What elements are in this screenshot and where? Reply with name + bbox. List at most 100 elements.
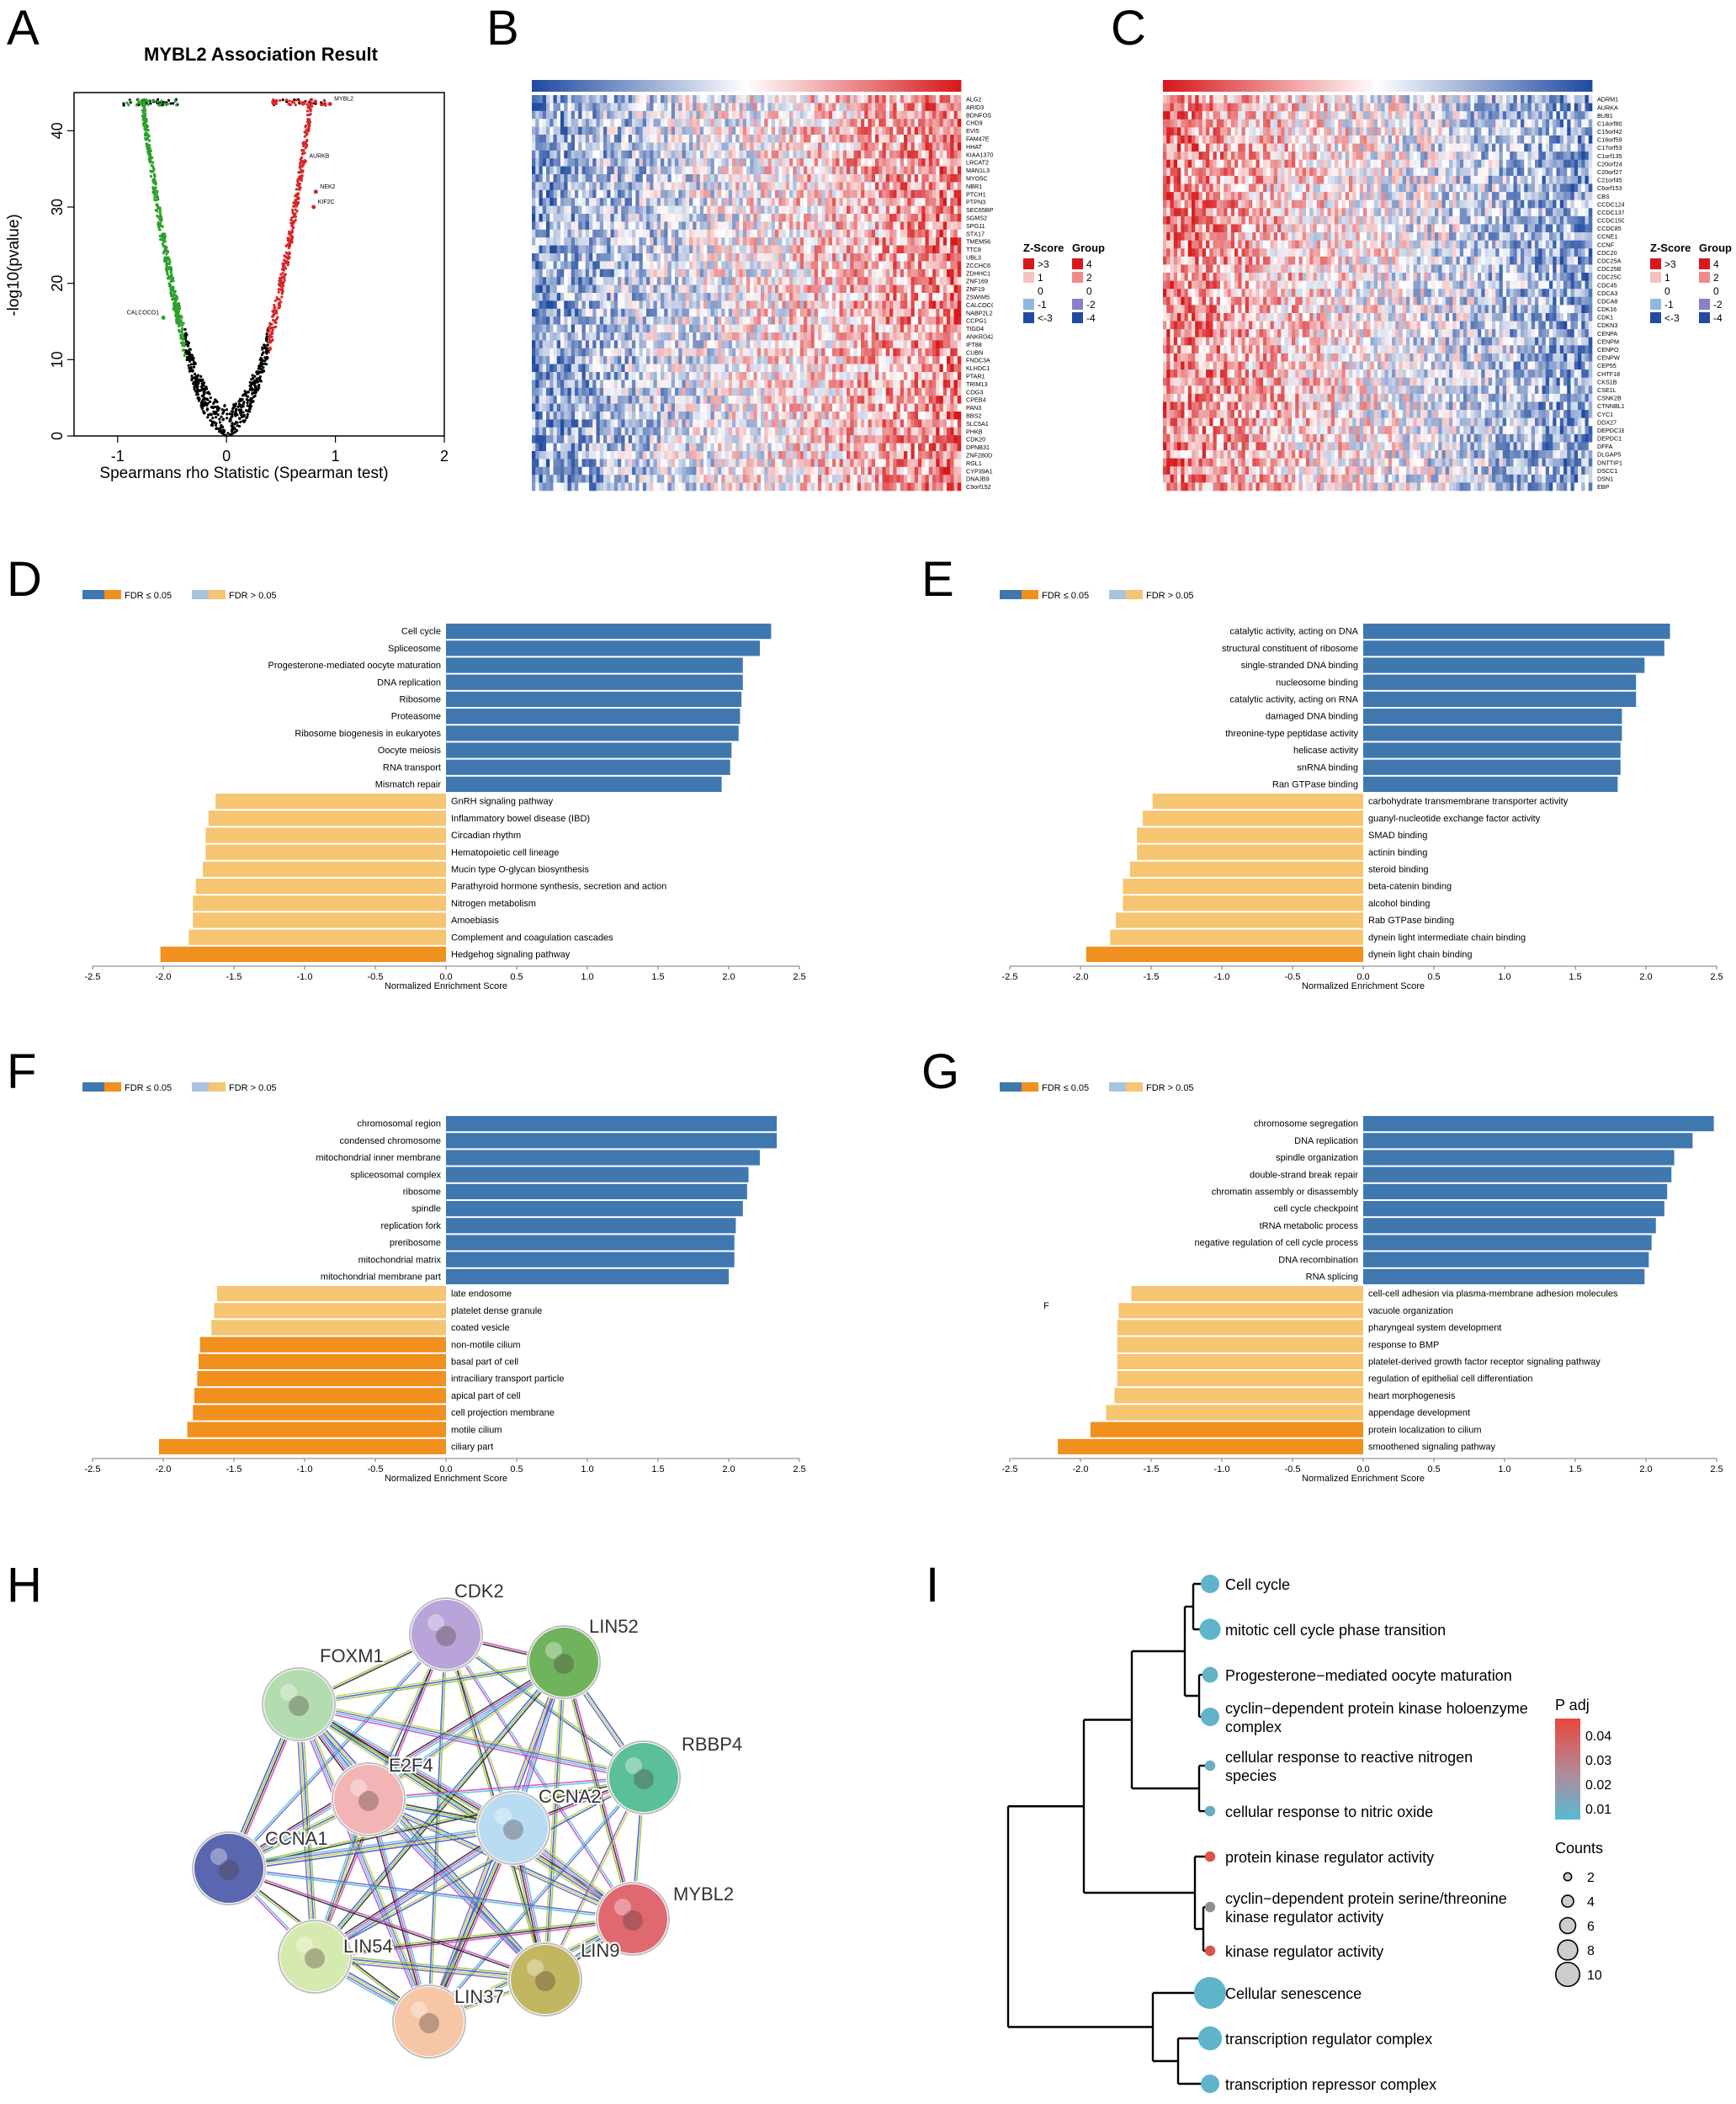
heatmap-cell (882, 229, 887, 238)
heatmap-cell (764, 277, 768, 285)
heatmap-cell (678, 261, 682, 270)
heatmap-cell (585, 182, 590, 191)
heatmap-cell (914, 142, 919, 151)
heatmap-cell (549, 205, 554, 215)
heatmap-cell (804, 150, 808, 159)
heatmap-cell (642, 189, 647, 199)
heatmap-cell (828, 119, 833, 127)
heatmap-cell (757, 142, 762, 151)
heatmap-cell (942, 268, 948, 278)
heatmap-cell (789, 284, 794, 294)
heatmap-cell (682, 261, 687, 270)
heatmap-group-cell (585, 80, 590, 92)
heatmap-cell (814, 308, 819, 317)
heatmap-cell (725, 189, 730, 199)
heatmap-cell (828, 214, 833, 222)
heatmap-cell (746, 166, 751, 175)
heatmap-cell (656, 182, 661, 191)
heatmap-group-cell (578, 80, 582, 92)
heatmap-cell (642, 245, 647, 254)
heatmap-cell (914, 126, 919, 135)
heatmap-cell (782, 126, 787, 135)
heatmap-cell (693, 245, 697, 254)
heatmap-cell (646, 110, 650, 120)
heatmap-cell (950, 214, 954, 222)
heatmap-cell (613, 300, 618, 310)
heatmap-cell (928, 158, 933, 167)
heatmap-cell (560, 268, 565, 278)
heatmap-cell (782, 182, 787, 191)
heatmap-cell (882, 308, 887, 317)
heatmap-cell (661, 182, 665, 191)
heatmap-cell (939, 174, 944, 183)
heatmap-cell (889, 293, 894, 301)
heatmap-cell (542, 237, 547, 246)
heatmap-cell (871, 229, 876, 238)
heatmap-cell (953, 205, 958, 215)
heatmap-cell (721, 110, 725, 120)
heatmap-cell (928, 126, 933, 135)
heatmap-cell (599, 198, 604, 206)
heatmap-cell (621, 268, 625, 278)
heatmap-cell (825, 135, 830, 143)
heatmap-cell (842, 158, 847, 167)
volcano-point (305, 133, 308, 136)
heatmap-cell (814, 284, 819, 294)
volcano-point (201, 383, 204, 387)
heatmap-cell (739, 268, 744, 278)
heatmap-cell (596, 198, 601, 206)
volcano-point (183, 327, 187, 331)
heatmap-cell (925, 135, 930, 143)
heatmap-cell (761, 229, 765, 238)
heatmap-cell (764, 214, 768, 222)
heatmap-cell (764, 229, 768, 238)
heatmap-cell (539, 189, 544, 199)
heatmap-cell (810, 135, 815, 143)
heatmap-cell (850, 174, 854, 183)
heatmap-cell (556, 261, 561, 270)
heatmap-cell (599, 214, 604, 222)
heatmap-cell (639, 237, 644, 246)
heatmap-cell (589, 253, 593, 262)
heatmap-cell (932, 174, 937, 183)
volcano-point (287, 102, 290, 106)
panel-label-h: H (7, 1558, 42, 1613)
heatmap-cell (839, 308, 844, 317)
heatmap-cell (799, 205, 804, 215)
heatmap-cell (714, 268, 719, 278)
heatmap-cell (900, 150, 905, 159)
heatmap-cell (714, 158, 719, 167)
heatmap-cell (821, 95, 826, 104)
heatmap-cell (925, 237, 930, 246)
heatmap-cell (942, 277, 948, 285)
volcano-point (196, 391, 199, 394)
heatmap-cell (671, 205, 676, 215)
volcano-point (282, 284, 285, 288)
heatmap-cell (942, 142, 948, 151)
heatmap-gene-label: TMEM56 (966, 238, 990, 246)
heatmap-cell (589, 110, 593, 120)
heatmap-cell (910, 158, 916, 167)
heatmap-cell (546, 253, 550, 262)
heatmap-cell (821, 300, 826, 310)
heatmap-cell (703, 205, 708, 215)
heatmap-cell (650, 308, 654, 317)
heatmap-group-cell (721, 80, 725, 92)
heatmap-cell (796, 103, 801, 112)
heatmap-cell (653, 268, 658, 278)
heatmap-cell (725, 126, 730, 135)
heatmap-cell (761, 103, 765, 112)
heatmap-cell (807, 126, 811, 135)
heatmap-cell (910, 284, 916, 294)
heatmap-cell (721, 95, 725, 104)
volcano-point (164, 268, 167, 271)
heatmap-cell (814, 119, 819, 127)
heatmap-cell (628, 135, 633, 143)
heatmap-cell (847, 103, 851, 112)
heatmap-cell (839, 150, 844, 159)
heatmap-cell (918, 293, 922, 301)
heatmap-cell (850, 103, 854, 112)
volcano-point (277, 288, 280, 291)
heatmap-group-cell (828, 80, 833, 92)
